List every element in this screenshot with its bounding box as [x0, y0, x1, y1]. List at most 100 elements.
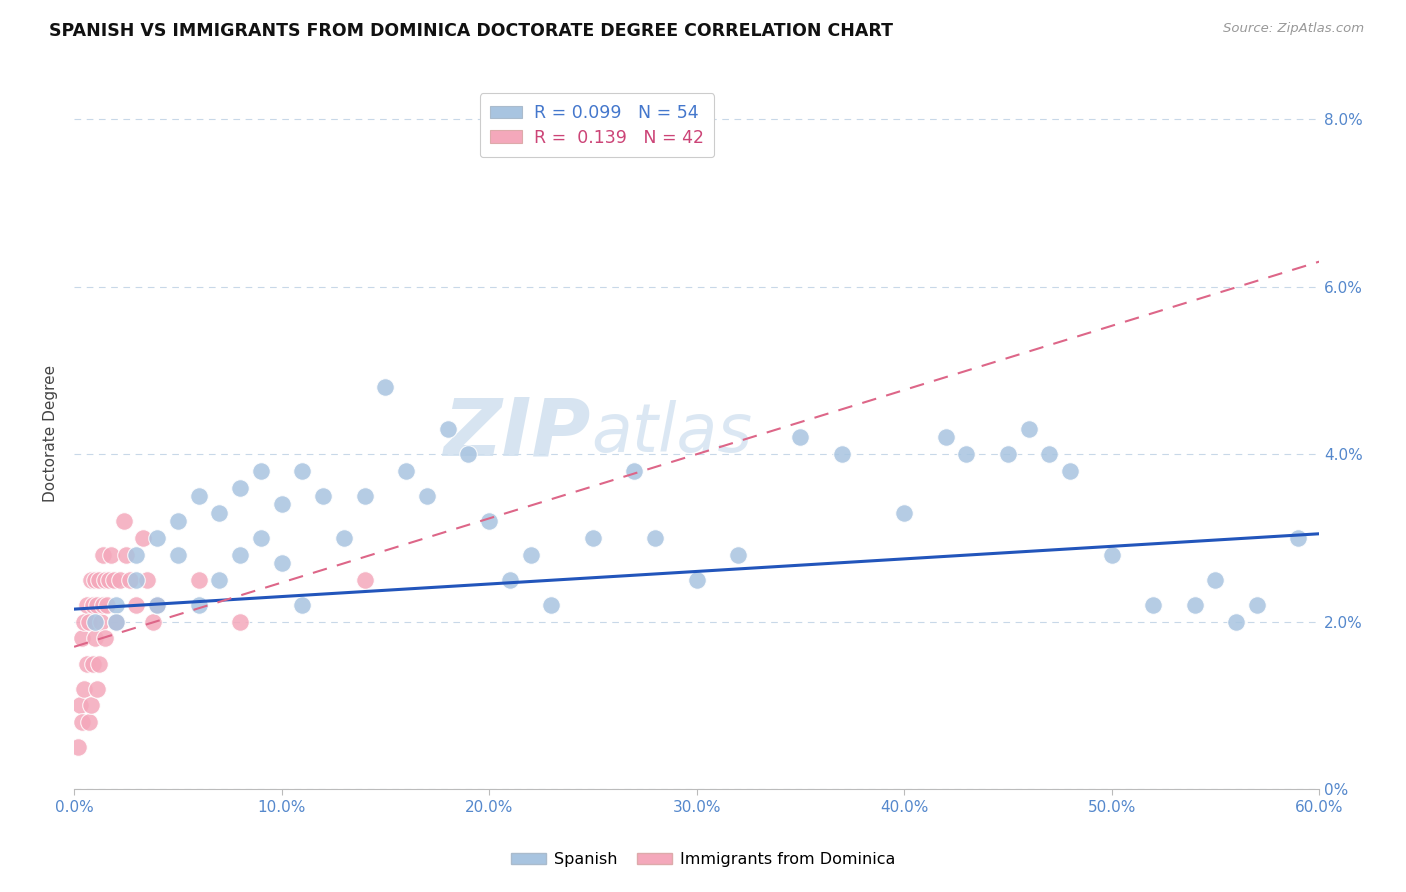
Point: [86, 681, 108, 696]
Point: [120, 573, 142, 587]
Point: [76, 657, 98, 671]
Text: ZIP: ZIP: [443, 394, 591, 472]
Point: [1286, 531, 1309, 545]
Point: [270, 498, 292, 512]
Point: [104, 615, 127, 629]
Point: [146, 598, 169, 612]
Point: [1204, 573, 1226, 587]
Y-axis label: Doctorate Degree: Doctorate Degree: [44, 365, 58, 502]
Point: [1018, 422, 1040, 436]
Text: Source: ZipAtlas.com: Source: ZipAtlas.com: [1223, 22, 1364, 36]
Point: [94, 632, 117, 646]
Point: [142, 615, 165, 629]
Point: [997, 447, 1019, 461]
Point: [1246, 598, 1268, 612]
Point: [208, 506, 231, 520]
Point: [250, 464, 273, 478]
Point: [436, 422, 458, 436]
Point: [1142, 598, 1164, 612]
Point: [519, 548, 541, 562]
Point: [80, 698, 103, 713]
Point: [146, 598, 169, 612]
Point: [499, 573, 522, 587]
Point: [108, 573, 131, 587]
Point: [291, 598, 314, 612]
Point: [72, 715, 94, 730]
Point: [91, 598, 114, 612]
Point: [83, 632, 105, 646]
Point: [312, 489, 335, 503]
Point: [67, 740, 90, 755]
Point: [187, 489, 209, 503]
Point: [291, 464, 314, 478]
Point: [1225, 615, 1247, 629]
Point: [135, 573, 157, 587]
Point: [112, 514, 135, 528]
Point: [187, 598, 209, 612]
Point: [86, 598, 108, 612]
Point: [166, 548, 188, 562]
Point: [187, 573, 209, 587]
Point: [103, 573, 125, 587]
Point: [229, 615, 252, 629]
Point: [125, 573, 148, 587]
Point: [83, 615, 105, 629]
Point: [104, 615, 127, 629]
Point: [831, 447, 853, 461]
Point: [333, 531, 356, 545]
Point: [208, 573, 231, 587]
Legend: R = 0.099   N = 54, R =  0.139   N = 42: R = 0.099 N = 54, R = 0.139 N = 42: [479, 94, 714, 157]
Point: [87, 573, 110, 587]
Point: [77, 715, 100, 730]
Point: [94, 573, 117, 587]
Point: [893, 506, 915, 520]
Point: [77, 615, 100, 629]
Point: [104, 598, 127, 612]
Point: [72, 632, 94, 646]
Point: [166, 514, 188, 528]
Text: SPANISH VS IMMIGRANTS FROM DOMINICA DOCTORATE DEGREE CORRELATION CHART: SPANISH VS IMMIGRANTS FROM DOMINICA DOCT…: [49, 22, 893, 40]
Point: [1059, 464, 1081, 478]
Point: [69, 698, 91, 713]
Point: [727, 548, 749, 562]
Point: [229, 481, 252, 495]
Point: [395, 464, 418, 478]
Point: [125, 548, 148, 562]
Point: [115, 548, 138, 562]
Point: [540, 598, 562, 612]
Point: [353, 573, 375, 587]
Point: [582, 531, 605, 545]
Point: [270, 556, 292, 570]
Point: [623, 464, 645, 478]
Point: [935, 430, 957, 444]
Point: [96, 598, 118, 612]
Point: [644, 531, 666, 545]
Point: [353, 489, 375, 503]
Point: [90, 615, 112, 629]
Point: [1184, 598, 1206, 612]
Point: [83, 573, 105, 587]
Point: [80, 573, 103, 587]
Point: [76, 598, 98, 612]
Point: [73, 615, 96, 629]
Point: [457, 447, 479, 461]
Point: [125, 598, 148, 612]
Point: [82, 598, 104, 612]
Point: [73, 681, 96, 696]
Text: atlas: atlas: [591, 401, 752, 467]
Point: [250, 531, 273, 545]
Point: [416, 489, 439, 503]
Point: [100, 548, 122, 562]
Point: [82, 657, 104, 671]
Point: [98, 573, 121, 587]
Point: [789, 430, 811, 444]
Point: [91, 548, 114, 562]
Point: [1101, 548, 1123, 562]
Point: [146, 531, 169, 545]
Point: [955, 447, 977, 461]
Point: [1038, 447, 1060, 461]
Point: [229, 548, 252, 562]
Point: [131, 531, 153, 545]
Point: [478, 514, 501, 528]
Point: [374, 380, 396, 394]
